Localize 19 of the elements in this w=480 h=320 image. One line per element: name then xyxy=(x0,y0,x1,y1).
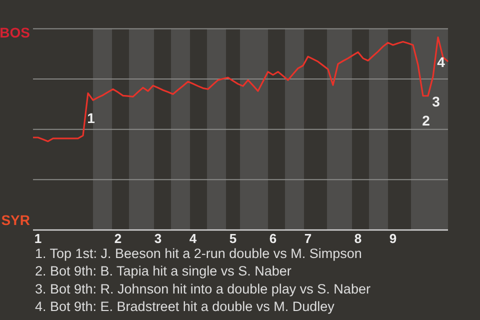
x-tick-label: 5 xyxy=(229,231,237,246)
x-tick-label: 2 xyxy=(114,231,122,246)
text: BOS xyxy=(0,24,30,41)
x-tick-label: 3 xyxy=(154,231,162,246)
x-tick-label: 7 xyxy=(304,231,312,246)
text: SYR xyxy=(1,212,30,228)
text: 2. Bot 9th: B. Tapia hit a single vs S. Naber xyxy=(35,264,292,279)
x-tick-label: 8 xyxy=(354,231,362,246)
text: 1. Top 1st: J. Beeson hit a 2-run double vs M. Simpson xyxy=(35,246,362,261)
annotation: 3 xyxy=(432,93,440,110)
x-tick-label: 4 xyxy=(189,231,198,246)
text: 3. Bot 9th: R. Johnson hit into a double play vs S. Naber xyxy=(35,281,371,296)
x-tick-label: 6 xyxy=(269,231,277,246)
text: 4. Bot 9th: E. Bradstreet hit a double vs M. Dudley xyxy=(35,299,335,314)
x-tick-label: 1 xyxy=(34,231,42,246)
annotation: 2 xyxy=(422,112,430,129)
x-tick-label: 9 xyxy=(389,231,397,246)
annotation: 4 xyxy=(437,54,446,70)
annotation: 1 xyxy=(87,110,96,126)
